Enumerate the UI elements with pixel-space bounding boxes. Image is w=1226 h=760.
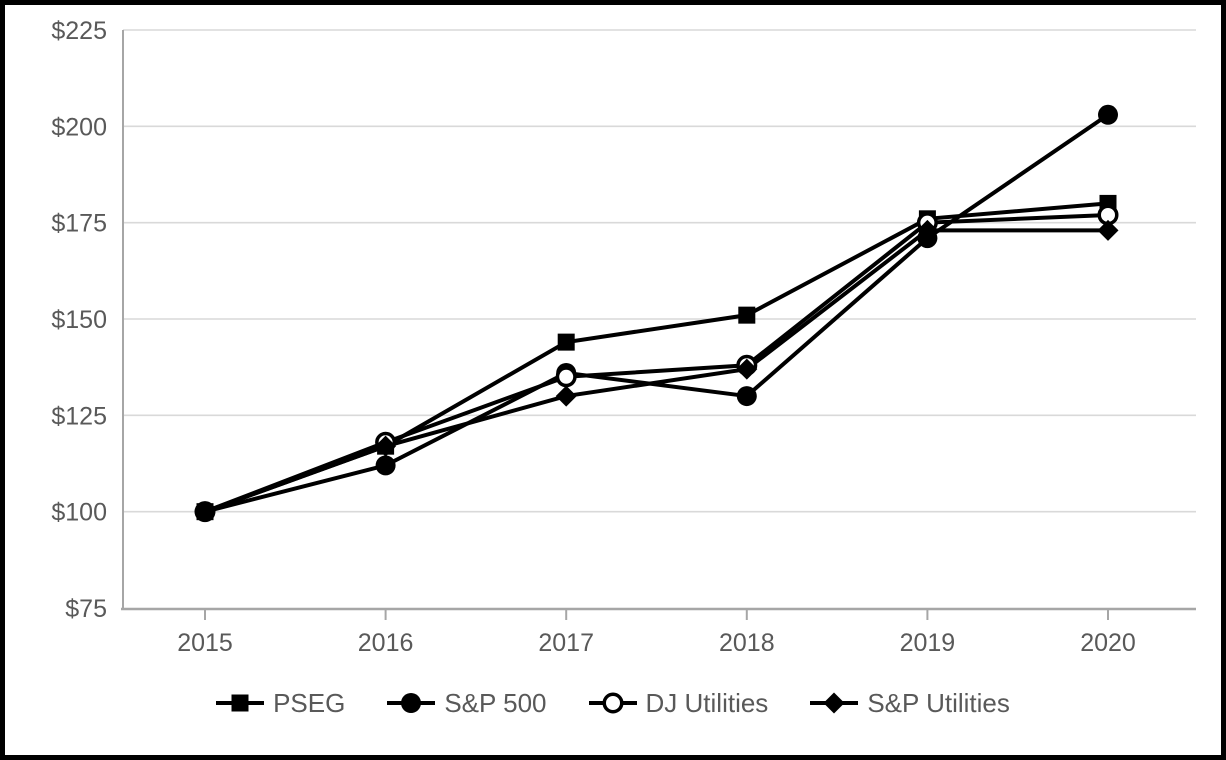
- pseg-filled-square-marker-icon: [216, 694, 265, 712]
- x-axis-tick-label: 2015: [177, 629, 233, 657]
- y-axis-tick-label: $150: [51, 306, 107, 334]
- marker-filled-square: [738, 306, 756, 324]
- series-line-s-p-500: [204, 113, 1110, 514]
- marker-filled-diamond: [555, 385, 577, 407]
- dj-utilities-open-circle-marker-icon: [588, 692, 637, 714]
- series-line-pseg: [204, 201, 1109, 514]
- y-axis-tick-label: $75: [65, 595, 107, 623]
- series-markers-s-p-500: [195, 104, 1118, 522]
- legend-item-pseg: PSEG: [216, 689, 345, 717]
- legend-label-pseg: PSEG: [273, 688, 346, 718]
- marker-filled-square: [231, 694, 249, 712]
- y-axis-tick-label: $175: [51, 210, 107, 238]
- marker-filled-diamond: [823, 692, 845, 714]
- marker-filled-diamond: [194, 501, 216, 523]
- legend-item-sp-utilities: S&P Utilities: [810, 689, 1010, 717]
- x-axis-tick-label: 2018: [719, 629, 775, 657]
- line-chart-plot: $75 $100 $125 $150 $175 $200 $225 2015 2016 2017 2…: [51, 17, 1196, 657]
- marker-filled-diamond: [375, 435, 397, 457]
- y-axis-tick-label: $200: [51, 113, 107, 141]
- series-line-dj-utilities: [204, 212, 1109, 514]
- y-axis-tick-label: $125: [51, 402, 107, 430]
- marker-filled-diamond: [916, 219, 938, 241]
- series-markers-s-p-utilities: [194, 219, 1119, 523]
- x-axis-tick-label: 2020: [1080, 629, 1136, 657]
- marker-open-circle: [602, 692, 624, 714]
- legend-label-sp500: S&P 500: [444, 688, 547, 718]
- marker-filled-square: [557, 333, 575, 351]
- marker-filled-diamond: [736, 358, 758, 380]
- y-axis-tick-label: $225: [51, 17, 107, 45]
- marker-filled-circle: [401, 693, 422, 713]
- marker-filled-diamond: [1097, 219, 1119, 241]
- marker-open-circle: [555, 366, 577, 388]
- x-axis-tick-label: 2016: [358, 629, 414, 657]
- chart-legend: PSEG S&P 500 DJ Utilities S&P Utilities: [5, 689, 1221, 717]
- series-line-s-p-utilities: [204, 228, 1108, 514]
- x-axis-tick-label: 2017: [538, 629, 594, 657]
- y-axis-tick-label: $100: [51, 499, 107, 527]
- legend-item-sp500: S&P 500: [387, 688, 547, 718]
- legend-label-dj-utilities: DJ Utilities: [645, 688, 769, 718]
- marker-filled-circle: [1098, 104, 1118, 125]
- legend-item-dj-utilities: DJ Utilities: [588, 688, 769, 718]
- sp500-filled-circle-marker-icon: [387, 693, 436, 713]
- series-markers-pseg: [196, 194, 1117, 521]
- legend-label-sp-utilities: S&P Utilities: [867, 688, 1010, 718]
- series-markers-dj-utilities: [194, 204, 1119, 523]
- marker-filled-circle: [375, 455, 396, 476]
- sp-utilities-filled-diamond-marker-icon: [810, 692, 859, 714]
- x-axis-tick-label: 2019: [900, 629, 956, 657]
- marker-filled-circle: [736, 386, 757, 407]
